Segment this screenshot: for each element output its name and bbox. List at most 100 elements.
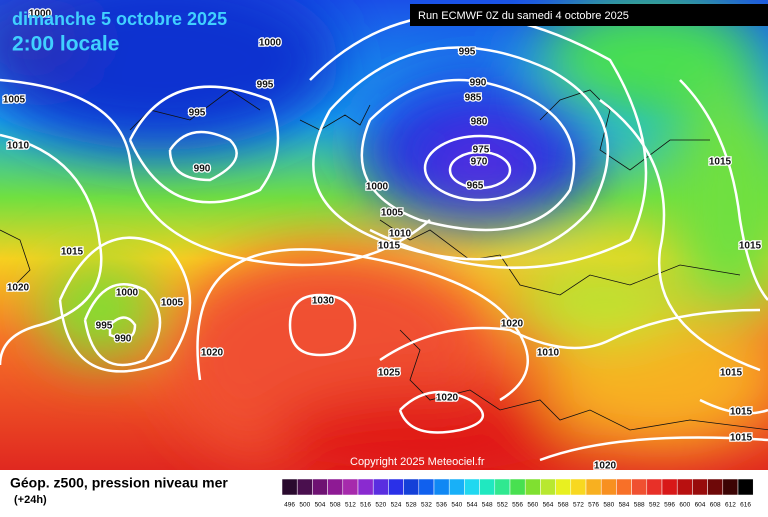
scale-swatch bbox=[357, 478, 374, 496]
scale-label: 520 bbox=[375, 502, 386, 509]
isobar-label: 1020 bbox=[7, 283, 30, 294]
isobar-label: 1005 bbox=[3, 95, 26, 106]
field bbox=[0, 0, 768, 470]
scale-label: 540 bbox=[451, 502, 462, 509]
isobar-label: 1015 bbox=[709, 157, 732, 168]
scale-swatch bbox=[692, 478, 708, 496]
isobar-label: 1015 bbox=[730, 433, 753, 444]
scale-swatch bbox=[676, 478, 693, 496]
scale-swatch bbox=[631, 478, 648, 496]
isobar-label: 990 bbox=[115, 334, 132, 345]
isobar-label: 1020 bbox=[201, 348, 224, 359]
scale-label: 516 bbox=[360, 502, 371, 509]
isobar-label: 1020 bbox=[436, 393, 459, 404]
forecast-date: dimanche 5 octobre 2025 bbox=[12, 9, 227, 29]
scale-swatch bbox=[296, 478, 313, 496]
forecast-time: 2:00 locale bbox=[12, 33, 119, 56]
isobar-label: 1030 bbox=[312, 296, 335, 307]
isobar-label: 1020 bbox=[501, 319, 524, 330]
scale-label: 524 bbox=[391, 502, 402, 509]
scale-label: 500 bbox=[299, 502, 310, 509]
scale-label: 496 bbox=[284, 502, 295, 509]
run-info: Run ECMWF 0Z du samedi 4 octobre 2025 bbox=[418, 10, 629, 22]
scale-swatch bbox=[585, 478, 602, 496]
isobar-label: 1025 bbox=[378, 368, 401, 379]
scale-swatch bbox=[707, 478, 724, 496]
scale-label: 604 bbox=[695, 502, 706, 509]
isobar-label: 1020 bbox=[594, 461, 617, 472]
isobar-label: 975 bbox=[473, 145, 490, 156]
isobar-label: 1000 bbox=[366, 182, 389, 193]
isobar-label: 1005 bbox=[381, 208, 404, 219]
scale-label: 512 bbox=[345, 502, 356, 509]
scale-swatch bbox=[616, 478, 632, 496]
scale-swatch bbox=[570, 478, 587, 496]
scale-swatch bbox=[403, 478, 420, 496]
scale-swatch bbox=[540, 478, 556, 496]
scale-swatch bbox=[418, 478, 435, 496]
isobar-label: 1010 bbox=[389, 229, 412, 240]
isobar-label: 1010 bbox=[7, 141, 30, 152]
scale-label: 548 bbox=[482, 502, 493, 509]
isobar-label: 995 bbox=[96, 321, 113, 332]
isobar-label: 1010 bbox=[537, 348, 560, 359]
scale-label: 576 bbox=[588, 502, 599, 509]
isobar-label: 990 bbox=[470, 78, 487, 89]
isobar-label: 1005 bbox=[161, 298, 184, 309]
isobar-label: 1015 bbox=[61, 247, 84, 258]
scale-swatch bbox=[388, 478, 404, 496]
isobar-label: 970 bbox=[471, 157, 488, 168]
scale-swatch bbox=[524, 478, 541, 496]
scale-swatch bbox=[448, 478, 465, 496]
scale-label: 612 bbox=[725, 502, 736, 509]
color-scale: 496 500 504 508 512 516 520 524 528 532 536 540 544 5… bbox=[281, 478, 754, 509]
scale-label: 552 bbox=[497, 502, 508, 509]
isobar-label: 1000 bbox=[259, 38, 282, 49]
scale-label: 592 bbox=[649, 502, 660, 509]
scale-label: 568 bbox=[558, 502, 569, 509]
isobar-label: 1000 bbox=[29, 9, 52, 20]
scale-swatch bbox=[312, 478, 328, 496]
scale-label: 580 bbox=[603, 502, 614, 509]
scale-label: 556 bbox=[512, 502, 523, 509]
scale-label: 560 bbox=[527, 502, 538, 509]
legend-title: Géop. z500, pression niveau mer bbox=[10, 475, 228, 491]
scale-label: 600 bbox=[679, 502, 690, 509]
isobar-label: 995 bbox=[257, 80, 274, 91]
scale-swatch bbox=[479, 478, 496, 496]
scale-label: 572 bbox=[573, 502, 584, 509]
scale-swatch bbox=[722, 478, 739, 496]
isobar-label: 1015 bbox=[739, 241, 762, 252]
scale-label: 616 bbox=[740, 502, 751, 509]
scale-label: 528 bbox=[406, 502, 417, 509]
legend-subtitle: (+24h) bbox=[14, 494, 47, 506]
scale-swatch bbox=[737, 478, 754, 496]
scale-swatch bbox=[464, 478, 480, 496]
isobar-label: 1015 bbox=[720, 368, 743, 379]
scale-label: 608 bbox=[710, 502, 721, 509]
isobar-label: 985 bbox=[465, 93, 482, 104]
scale-label: 544 bbox=[467, 502, 478, 509]
scale-swatch bbox=[600, 478, 617, 496]
isobar-label: 1015 bbox=[378, 241, 401, 252]
isobar-label: 965 bbox=[467, 181, 484, 192]
scale-label: 508 bbox=[330, 502, 341, 509]
isobar-label: 995 bbox=[459, 47, 476, 58]
isobar-label: 980 bbox=[471, 117, 488, 128]
scale-swatch bbox=[372, 478, 389, 496]
isobar-label: 1015 bbox=[730, 407, 753, 418]
scale-swatch bbox=[433, 478, 450, 496]
scale-swatch bbox=[646, 478, 663, 496]
scale-label: 536 bbox=[436, 502, 447, 509]
scale-swatch bbox=[555, 478, 572, 496]
scale-swatch bbox=[509, 478, 526, 496]
isobar-label: 990 bbox=[194, 164, 211, 175]
scale-label: 564 bbox=[543, 502, 554, 509]
scale-label: 532 bbox=[421, 502, 432, 509]
scale-swatch bbox=[327, 478, 344, 496]
scale-swatch bbox=[494, 478, 511, 496]
scale-swatch bbox=[661, 478, 678, 496]
isobar-label: 995 bbox=[189, 108, 206, 119]
scale-label: 504 bbox=[315, 502, 326, 509]
run-box bbox=[410, 4, 768, 26]
